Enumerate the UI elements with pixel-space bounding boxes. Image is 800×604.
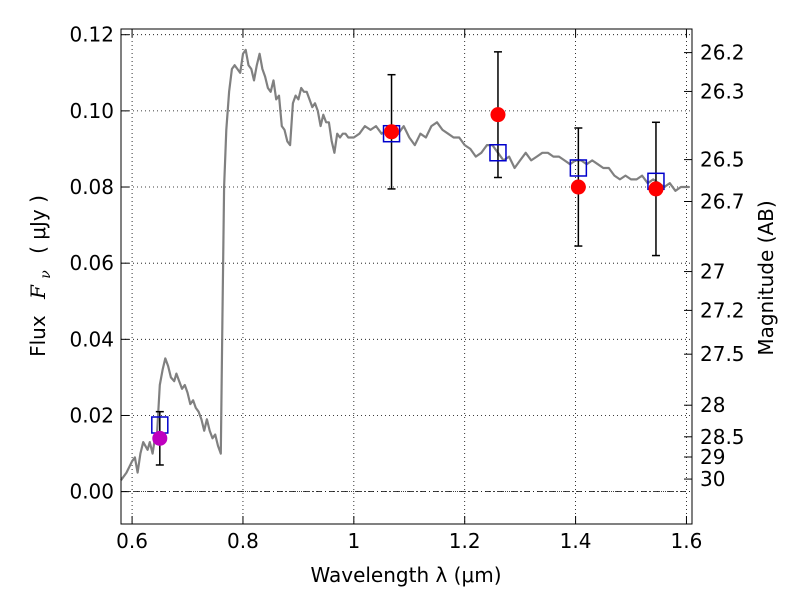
y2-tick-label: 28 [700, 393, 725, 417]
y-tick-label: 0.06 [69, 251, 114, 275]
y2-tick-label: 26.2 [700, 41, 745, 65]
x-tick-label: 1.6 [671, 529, 703, 553]
y2-tick-label: 27 [700, 260, 725, 284]
y-axis-ticks: 0.00 0.02 0.04 0.06 0.08 0.10 0.12 [69, 23, 129, 504]
y2-tick-label: 28.5 [700, 425, 745, 449]
x-axis-ticks: 0.6 0.8 1 1.2 1.4 1.6 [116, 29, 702, 553]
model-photometry-square [489, 144, 507, 162]
y-tick-label: 0.04 [69, 327, 114, 351]
y-axis-label-unit: ( μJy ) [26, 195, 50, 254]
x-tick-label: 0.6 [116, 529, 148, 553]
x-tick-label: 1.4 [560, 529, 592, 553]
x-tick-label: 1.2 [449, 529, 481, 553]
model-photometry-markers [151, 124, 665, 434]
model-spectrum [120, 48, 690, 481]
observed-point [570, 179, 586, 195]
grid [121, 29, 692, 524]
y2-tick-label: 27.2 [700, 298, 745, 322]
y2-tick-label: 29 [700, 445, 725, 469]
observed-photometry-markers [152, 107, 664, 446]
error-bars [155, 51, 660, 466]
x-axis-label: Wavelength λ (μm) [310, 563, 501, 587]
y2-tick-label: 30 [700, 467, 725, 491]
observed-point [490, 107, 506, 123]
y2-tick-label: 27.5 [700, 342, 745, 366]
y-tick-label: 0.10 [69, 99, 114, 123]
y-tick-label: 0.12 [69, 23, 114, 47]
plot-frame [120, 28, 693, 525]
y2-axis-label: Magnitude (AB) [754, 200, 778, 355]
y-axis-label: Flux F ν ( μJy ) [26, 195, 55, 357]
y-tick-label: 0.00 [69, 480, 114, 504]
y2-tick-label: 26.3 [700, 79, 745, 103]
y-axis-label-word: Flux [26, 315, 50, 357]
spectrum-line [120, 48, 690, 481]
y2-tick-label: 26.7 [700, 189, 745, 213]
x-tick-label: 1 [347, 529, 360, 553]
model-photometry-square [569, 159, 588, 177]
y-axis-label-subscript: ν [38, 270, 54, 279]
y-tick-label: 0.08 [69, 175, 114, 199]
observed-point [152, 430, 168, 446]
x-tick-label: 0.8 [227, 529, 259, 553]
y-tick-label: 0.02 [69, 403, 114, 427]
observed-point [648, 181, 664, 197]
observed-point [384, 124, 400, 140]
y2-tick-label: 26.5 [700, 148, 745, 172]
y-axis-label-symbol: F [26, 284, 50, 300]
